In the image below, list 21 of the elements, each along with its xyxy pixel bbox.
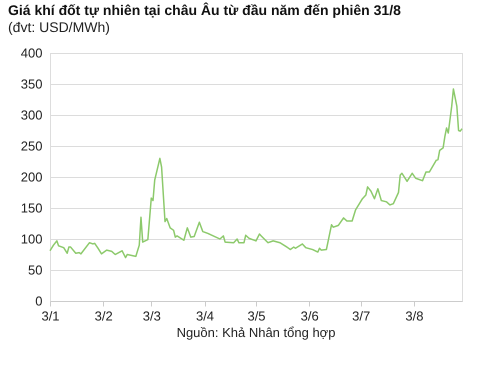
x-tick-label: 3/5 [247, 308, 266, 324]
chart-subtitle: (đvt: USD/MWh) [8, 19, 110, 35]
x-tick-label: 3/3 [142, 308, 161, 324]
line-series [49, 88, 463, 258]
text: Nguồn: Khả Nhân tổng hợp [176, 325, 336, 340]
chart-title: Giá khí đốt tự nhiên tại châu Âu từ đầu năm đến phiên 31/8 [8, 2, 402, 18]
x-tick-label: 3/2 [94, 308, 113, 324]
x-tick-label: 3/7 [352, 308, 370, 324]
y-tick-label: 300 [20, 108, 42, 122]
x-tick-label: 3/1 [41, 308, 60, 324]
y-tick-label: 100 [20, 232, 42, 246]
y-tick-label: 50 [28, 262, 42, 278]
y-tick-label: 350 [20, 76, 42, 92]
x-tick-label: 3/6 [300, 308, 319, 324]
y-tick-label: 400 [20, 46, 42, 60]
y-tick-label: 0 [35, 294, 42, 308]
x-tick-label: 3/4 [196, 308, 214, 324]
x-tick-label: 3/8 [405, 308, 424, 324]
y-tick-label: 200 [20, 170, 42, 184]
y-tick-label: 150 [20, 200, 42, 216]
y-tick-label: 250 [20, 138, 42, 154]
